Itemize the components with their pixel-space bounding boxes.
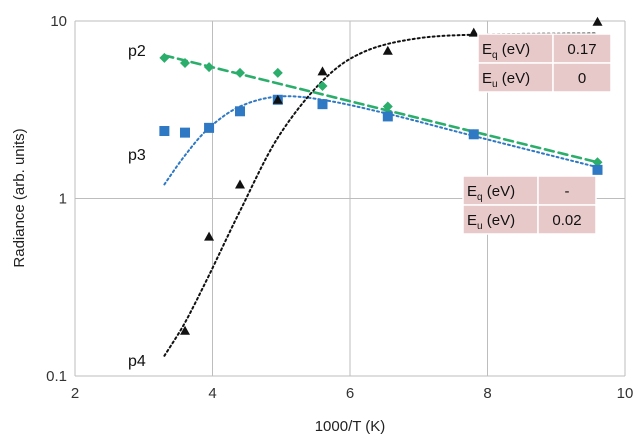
p4-point-3 — [272, 94, 283, 104]
param-table-2: Eq (eV) - Eu (eV) 0.02 — [462, 175, 597, 235]
p2-point-1 — [180, 57, 190, 68]
table1-value-0: 0.17 — [567, 41, 596, 58]
table1-value-1: 0 — [578, 70, 586, 87]
p4-fit-line — [163, 32, 599, 357]
p3-point-6 — [382, 111, 393, 122]
x-tick-label-3: 8 — [483, 385, 491, 402]
p4-point-6 — [468, 27, 479, 37]
table1-label-cell-0 — [477, 33, 554, 64]
p3-point-2 — [204, 122, 215, 133]
x-axis-label: 1000/T (K) — [315, 418, 386, 435]
p2-label: p2 — [128, 43, 146, 60]
p2-point-8 — [592, 157, 603, 168]
p2-point-0 — [159, 52, 170, 63]
table1-label-cell-1 — [477, 62, 554, 93]
y-tick-label-2: 10 — [50, 13, 67, 30]
x-tick-label-0: 2 — [71, 385, 79, 402]
x-tick-label-1: 4 — [208, 385, 216, 402]
p3-label: p3 — [128, 147, 146, 164]
series-labels: p2 p3 p4 — [128, 43, 146, 370]
p3-point-5 — [317, 99, 328, 110]
p2-point-6 — [382, 101, 393, 112]
p2-point-2 — [204, 62, 215, 73]
p3-point-1 — [180, 127, 190, 138]
p4-point-4 — [317, 66, 328, 76]
y-tick-label-1: 1 — [59, 191, 67, 208]
param-table-1: Eq (eV) 0.17 Eu (eV) 0 — [477, 33, 612, 93]
x-tick-label-4: 10 — [617, 385, 634, 402]
p3-point-8 — [592, 164, 603, 175]
table2-value-1: 0.02 — [552, 212, 581, 229]
p4-point-0 — [180, 325, 190, 335]
parameter-tables: Eq (eV) 0.17 Eu (eV) 0 Eq (eV) - Eu (eV) 0.02 — [462, 33, 612, 235]
table1-label-0: Eq (eV) — [482, 41, 530, 61]
table1-value-cell-1 — [552, 62, 612, 93]
table2-value-0: - — [565, 183, 570, 200]
tick-labels: 2 4 6 8 10 0.1 1 10 — [46, 13, 633, 402]
y-axis-label: Radiance (arb. units) — [11, 128, 28, 267]
p4-point-1 — [204, 231, 215, 241]
table2-value-cell-0 — [537, 175, 597, 206]
table2-value-cell-1 — [537, 204, 597, 235]
p3-point-0 — [159, 126, 170, 137]
table1-value-cell-0 — [552, 33, 612, 64]
p4-point-7 — [592, 16, 603, 26]
table2-label-1: Eu (eV) — [467, 212, 515, 232]
table2-label-cell-1 — [462, 204, 539, 235]
table2-label-0: Eq (eV) — [467, 183, 515, 203]
p3-point-3 — [235, 106, 245, 117]
p4-point-5 — [382, 45, 393, 55]
data-points — [159, 16, 603, 335]
p4-label: p4 — [128, 353, 146, 370]
x-tick-label-2: 6 — [346, 385, 354, 402]
y-tick-label-0: 0.1 — [46, 368, 67, 385]
p2-point-4 — [272, 67, 283, 78]
p3-point-7 — [468, 129, 479, 140]
p2-point-3 — [235, 67, 245, 78]
p4-point-2 — [235, 179, 245, 189]
table1-label-1: Eu (eV) — [482, 70, 530, 90]
p2-point-5 — [317, 81, 328, 92]
